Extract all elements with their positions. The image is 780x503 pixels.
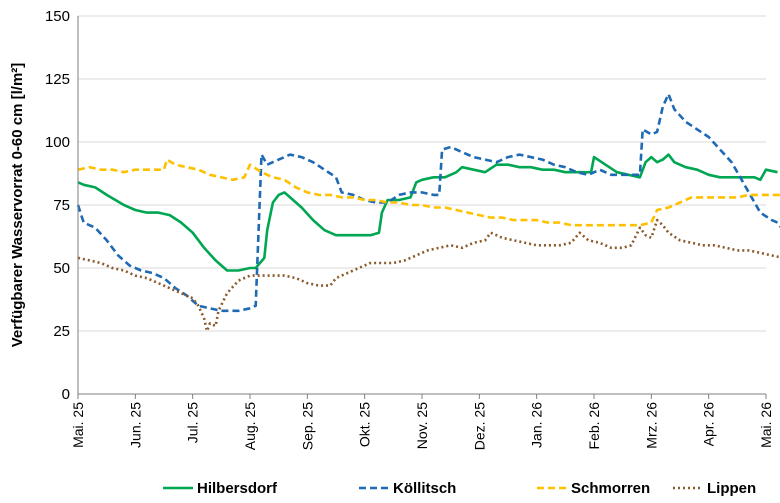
gridlines <box>78 15 766 332</box>
x-tick-label: Mrz. 26 <box>643 402 659 449</box>
y-axis-ticks: 0 25 50 75 100 125 150 <box>45 8 70 403</box>
x-tick-label: Nov. 25 <box>414 402 430 449</box>
x-tick-label: Dez. 25 <box>471 402 487 450</box>
x-tick-label: Feb. 26 <box>586 402 602 450</box>
x-tick-label: Okt. 25 <box>357 402 373 447</box>
x-axis-ticks: Mai. 25 Jun. 25 Jul. 25 Aug. 25 Sep. 25 Okt. … <box>70 394 774 450</box>
x-tick-label: Aug. 25 <box>242 402 258 450</box>
y-tick-label: 0 <box>62 386 70 403</box>
series-line-hilbersdorf <box>77 153 778 272</box>
x-tick-label: Jul. 25 <box>185 402 201 443</box>
y-axis-label: Verfügbarer Wasservorrat 0-60 cm [l/m²] <box>9 63 26 348</box>
x-tick-label: Mai. 25 <box>70 402 86 448</box>
x-tick-label: Jan. 26 <box>529 402 545 448</box>
series-line-schmorren <box>77 158 780 227</box>
y-tick-label: 125 <box>45 71 70 88</box>
legend-label: Hilbersdorf <box>197 480 278 497</box>
x-tick-label: Sep. 25 <box>299 402 315 450</box>
legend-label: Köllitsch <box>393 480 456 497</box>
x-tick-label: Apr. 26 <box>701 402 717 447</box>
legend: Hilbersdorf Köllitsch Schmorren Lippen <box>163 480 756 497</box>
x-tick-label: Jun. 25 <box>127 402 143 448</box>
x-tick-label: Mai. 26 <box>758 402 774 448</box>
y-tick-label: 75 <box>53 197 70 214</box>
y-tick-label: 150 <box>45 8 70 25</box>
y-tick-label: 50 <box>53 260 70 277</box>
series-lines <box>76 92 780 333</box>
y-tick-label: 100 <box>45 134 70 151</box>
series-line-lippen <box>77 218 780 333</box>
series-line-k-llitsch <box>76 92 780 313</box>
legend-label: Schmorren <box>571 480 650 497</box>
y-tick-label: 25 <box>53 323 70 340</box>
legend-label: Lippen <box>707 480 756 497</box>
